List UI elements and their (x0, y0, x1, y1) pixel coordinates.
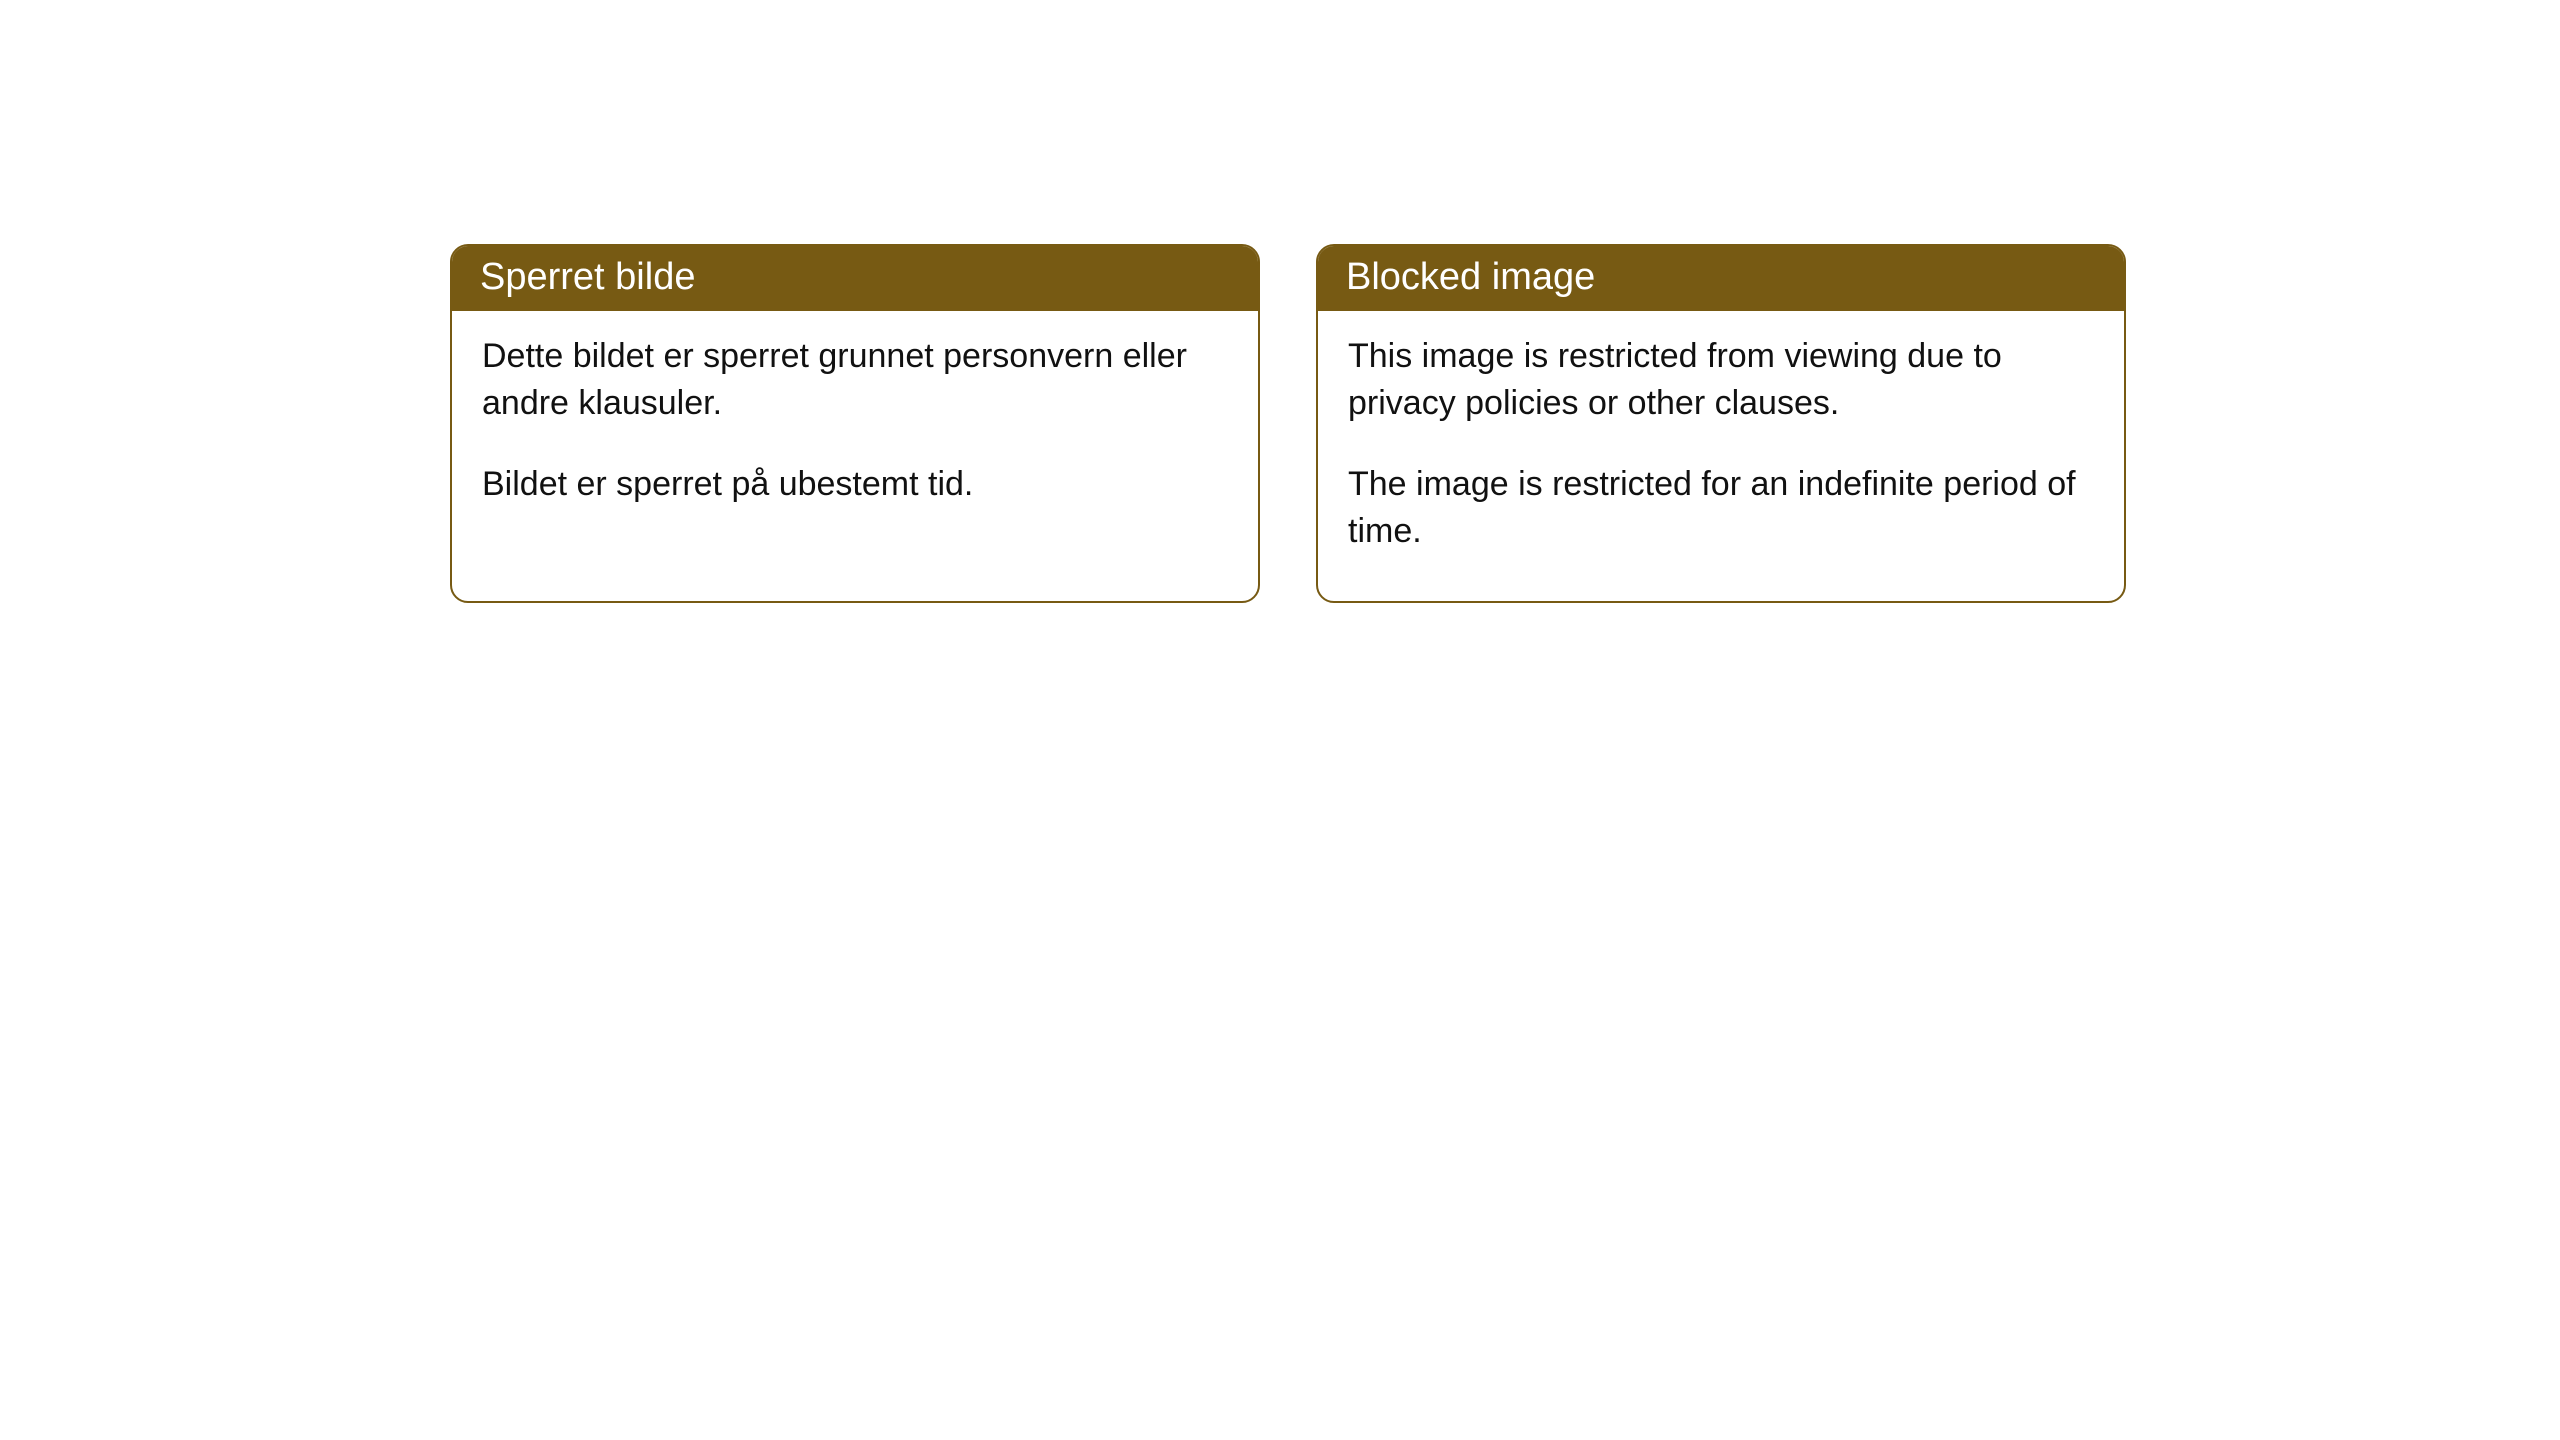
card-paragraph: Bildet er sperret på ubestemt tid. (482, 461, 1228, 508)
card-paragraph: This image is restricted from viewing du… (1348, 333, 2094, 427)
card-paragraph: The image is restricted for an indefinit… (1348, 461, 2094, 555)
cards-container: Sperret bilde Dette bildet er sperret gr… (0, 0, 2560, 603)
card-header: Sperret bilde (452, 246, 1258, 311)
card-body: This image is restricted from viewing du… (1318, 311, 2124, 601)
card-paragraph: Dette bildet er sperret grunnet personve… (482, 333, 1228, 427)
card-title: Blocked image (1346, 256, 1595, 298)
card-body: Dette bildet er sperret grunnet personve… (452, 311, 1258, 554)
blocked-image-card-no: Sperret bilde Dette bildet er sperret gr… (450, 244, 1260, 603)
card-header: Blocked image (1318, 246, 2124, 311)
blocked-image-card-en: Blocked image This image is restricted f… (1316, 244, 2126, 603)
card-title: Sperret bilde (480, 256, 695, 298)
